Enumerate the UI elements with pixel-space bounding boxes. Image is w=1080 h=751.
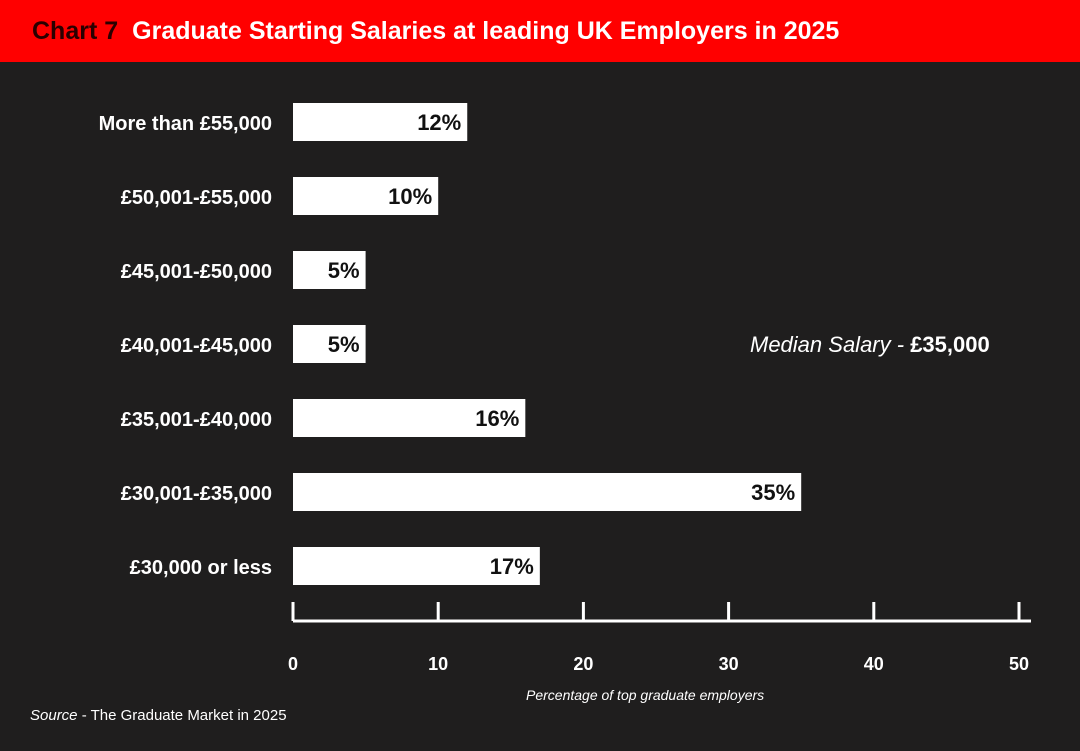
x-tick-label-1: 10 (428, 654, 448, 674)
x-axis-label: Percentage of top graduate employers (526, 687, 765, 703)
median-value: £35,000 (910, 332, 990, 357)
data-label-1: 10% (388, 184, 432, 209)
x-tick-label-0: 0 (288, 654, 298, 674)
data-label-3: 5% (328, 332, 360, 357)
category-label-5: £30,001-£35,000 (121, 483, 272, 505)
data-label-4: 16% (475, 406, 519, 431)
x-tick-label-5: 50 (1009, 654, 1029, 674)
category-label-0: More than £55,000 (99, 113, 272, 135)
chart-number: Chart 7 (32, 16, 119, 45)
x-tick-label-4: 40 (864, 654, 884, 674)
category-label-6: £30,000 or less (130, 557, 272, 579)
bar-0 (293, 103, 468, 141)
bar-chart: More than £55,000 12% £50,001-£55,000 10% £4… (99, 103, 1031, 674)
category-label-4: £35,001-£40,000 (121, 409, 272, 431)
x-tick-label-3: 30 (719, 654, 739, 674)
category-label-1: £50,001-£55,000 (121, 187, 272, 209)
source-note: Source - The Graduate Market in 2025 (30, 707, 287, 724)
median-label: Median Salary - (750, 332, 911, 357)
data-label-6: 17% (490, 554, 534, 579)
category-label-2: £45,001-£50,000 (121, 261, 272, 283)
chart-title: Graduate Starting Salaries at leading UK… (132, 16, 840, 45)
x-tick-label-2: 20 (573, 654, 593, 674)
bar-2 (293, 251, 366, 289)
bar-3 (293, 325, 366, 363)
bar-1 (293, 177, 439, 215)
data-label-2: 5% (328, 258, 360, 283)
median-annotation: Median Salary - £35,000 (750, 332, 990, 358)
bar-4 (293, 399, 526, 437)
data-label-0: 12% (417, 110, 461, 135)
data-label-5: 35% (751, 480, 795, 505)
bar-6 (293, 547, 540, 585)
category-label-3: £40,001-£45,000 (121, 335, 272, 357)
chart-header: Chart 7 Graduate Starting Salaries at le… (0, 0, 1080, 62)
source-label: Source (30, 707, 78, 724)
bar-5 (293, 473, 802, 511)
source-text: - The Graduate Market in 2025 (77, 707, 287, 724)
